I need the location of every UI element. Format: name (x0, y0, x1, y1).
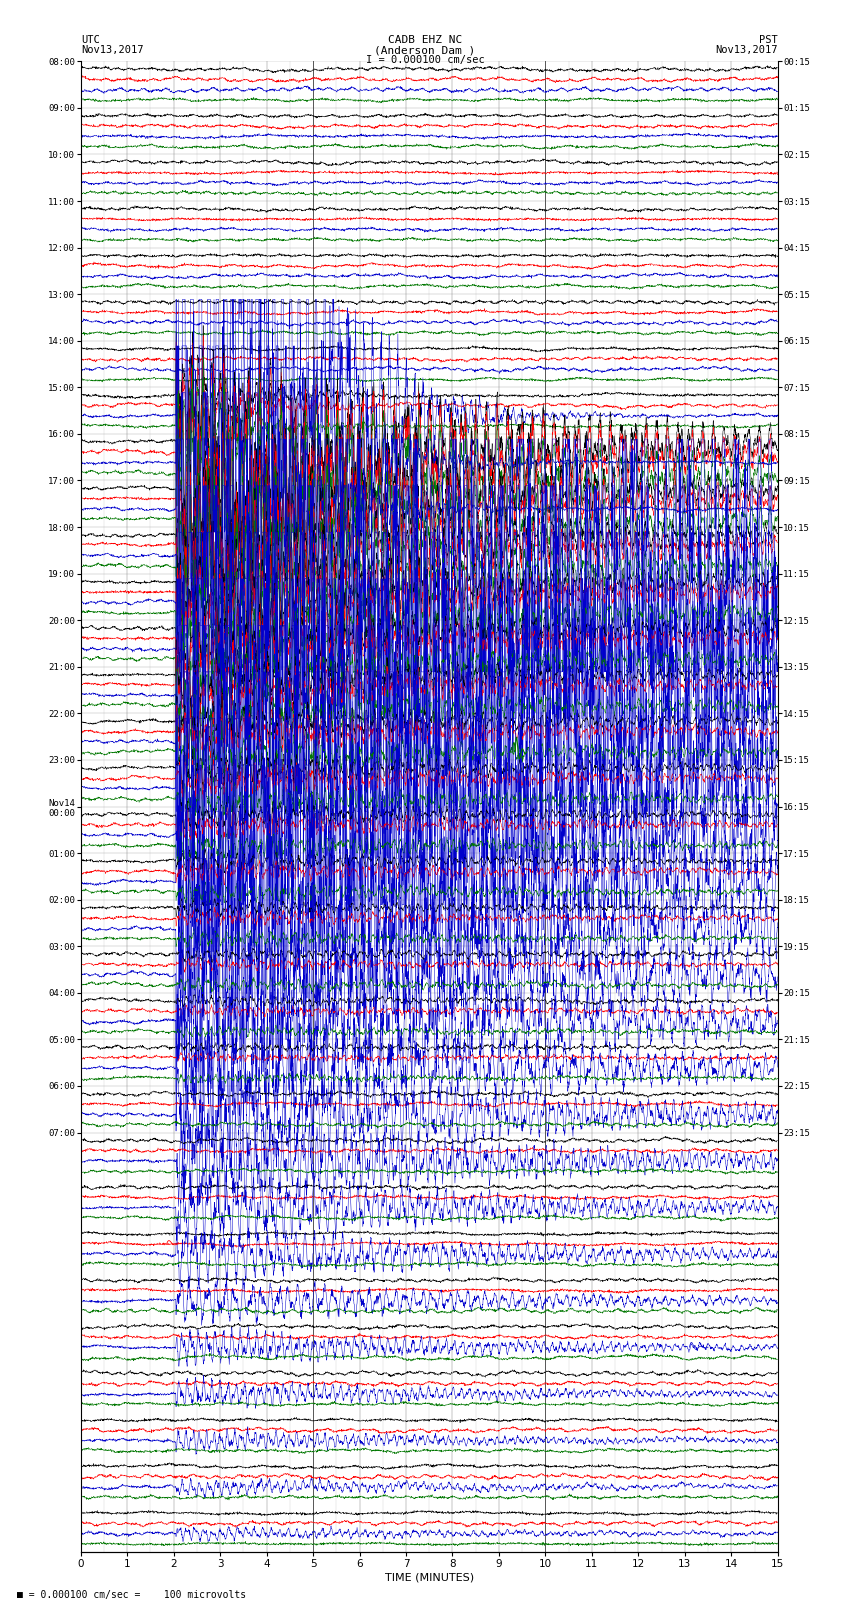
Text: (Anderson Dam ): (Anderson Dam ) (374, 45, 476, 55)
Text: CADB EHZ NC: CADB EHZ NC (388, 35, 462, 45)
Text: UTC: UTC (81, 35, 99, 45)
Text: I = 0.000100 cm/sec: I = 0.000100 cm/sec (366, 55, 484, 65)
Text: ■ = 0.000100 cm/sec =    100 microvolts: ■ = 0.000100 cm/sec = 100 microvolts (17, 1590, 246, 1600)
Text: PST: PST (759, 35, 778, 45)
X-axis label: TIME (MINUTES): TIME (MINUTES) (385, 1573, 473, 1582)
Text: Nov13,2017: Nov13,2017 (81, 45, 144, 55)
Text: Nov13,2017: Nov13,2017 (715, 45, 778, 55)
